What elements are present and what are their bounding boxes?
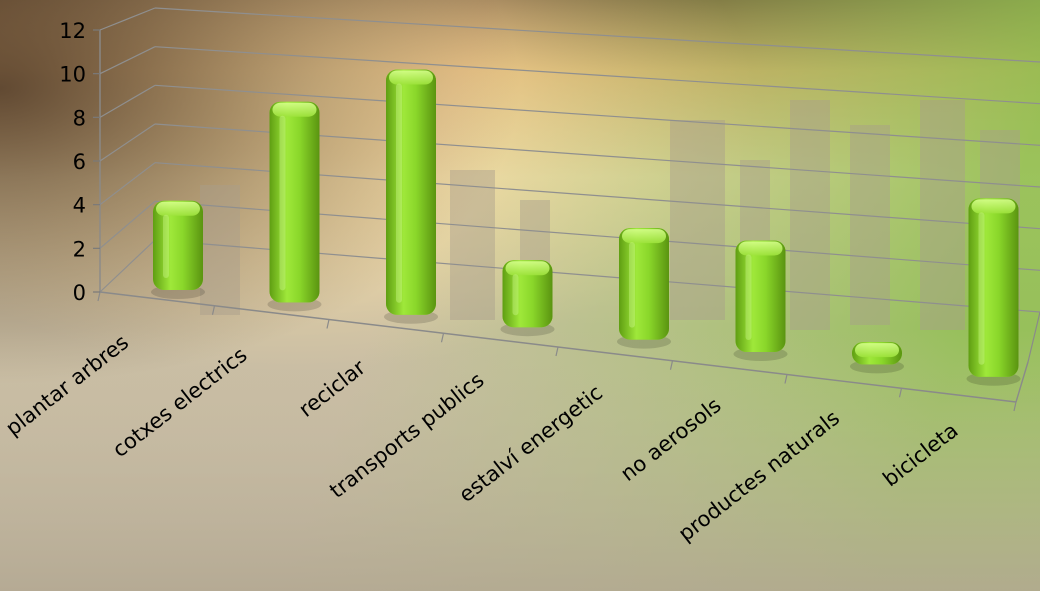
bar-shading — [968, 198, 1019, 377]
bar-shading — [502, 260, 553, 328]
bar-shading — [153, 200, 203, 290]
x-tick-mark — [555, 346, 559, 357]
bar-shading — [735, 240, 786, 352]
gridline-side-12 — [99, 7, 156, 31]
gridline-side-6 — [99, 123, 156, 162]
bar-top — [738, 241, 783, 256]
bar-highlight — [279, 115, 286, 291]
y-tick-label: 12 — [59, 19, 86, 43]
bar — [850, 342, 904, 374]
y-tick-label: 10 — [59, 63, 86, 87]
bar-shading — [619, 228, 669, 340]
bar — [966, 198, 1021, 386]
y-tick-label: 8 — [73, 106, 86, 130]
bar-top — [855, 343, 899, 358]
x-tick-mark — [440, 333, 445, 343]
x-tick-mark — [784, 374, 788, 384]
x-tick-mark — [326, 319, 330, 329]
bar-highlight — [163, 214, 169, 278]
x-tick-mark — [669, 360, 674, 370]
x-tick-mark — [898, 388, 903, 398]
y-tick-label: 2 — [73, 237, 86, 261]
bar — [733, 240, 788, 361]
bar-shading — [269, 101, 320, 303]
gridline-10 — [154, 46, 1040, 105]
bar — [384, 69, 438, 324]
bar — [617, 228, 671, 349]
y-axis-ticks: 0 2 4 6 8 10 12 — [59, 19, 100, 305]
gridline-side-2 — [99, 200, 156, 249]
gridline-side-0 — [99, 239, 156, 293]
bar-highlight — [512, 274, 519, 316]
floor-edge — [1015, 361, 1029, 403]
bar-highlight — [396, 83, 402, 303]
x-tick-mark — [97, 291, 101, 302]
gridline-side-4 — [99, 162, 156, 206]
x-tick-mark — [211, 305, 216, 315]
bar-top — [272, 102, 317, 117]
x-tick-mark — [1013, 401, 1017, 412]
floor-edge-back — [1027, 311, 1040, 363]
bar-top — [971, 199, 1016, 214]
bar-highlight — [745, 254, 752, 340]
y-tick-label: 6 — [73, 150, 86, 174]
bar — [267, 101, 322, 312]
gridline-12 — [154, 7, 1040, 63]
bar-highlight — [978, 212, 985, 365]
gridline-side-8 — [99, 84, 156, 118]
y-tick-label: 0 — [73, 281, 86, 305]
bar-highlight — [629, 242, 635, 328]
bar-top — [389, 70, 433, 85]
gridline-side-10 — [99, 46, 156, 75]
bar-top — [505, 261, 550, 276]
gridline-8 — [154, 84, 1040, 146]
bars — [151, 69, 1021, 386]
bar — [500, 260, 555, 337]
bar — [151, 200, 205, 299]
bar-top — [156, 201, 200, 216]
bar-top — [622, 229, 666, 244]
bar-shading — [386, 69, 436, 315]
y-tick-label: 4 — [73, 194, 86, 218]
